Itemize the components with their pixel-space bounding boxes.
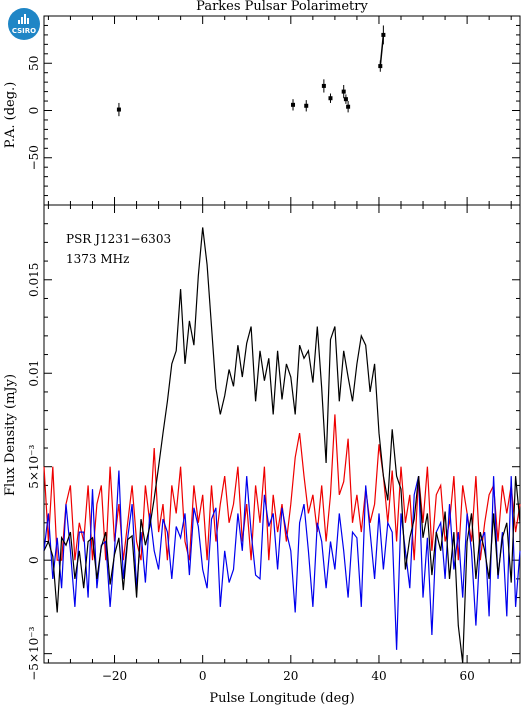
flux-ylabel: Flux Density (mJy) [3,374,18,496]
flux-xtick-label: 40 [371,669,386,683]
pa-point [341,89,346,94]
pa-ytick-label: 50 [27,56,41,71]
flux-ytick-label: 5×10⁻³ [27,444,41,488]
linear-polarization-line [43,414,521,561]
pa-ytick-label: −50 [27,145,41,170]
flux-xtick-label: −20 [102,669,127,683]
pa-points [116,25,386,117]
pa-point [346,104,351,109]
pa-point [291,102,296,107]
logo-bars [18,14,30,24]
flux-panel-frame [43,204,521,664]
logo-text: CSIRO [11,27,37,35]
pa-point [116,107,121,112]
circular-polarization-line [43,470,521,650]
flux-ytick-label: 0.01 [27,360,41,387]
flux-panel: −5×10⁻³ 0 5×10⁻³ 0.01 0.015 −20 0 20 40 60 PSR J1… [3,204,521,706]
pa-panel-frame [43,15,521,206]
pulsar-name: PSR J1231−6303 [66,232,171,246]
flux-xtick-label: 0 [199,669,207,683]
flux-xtick-label: 60 [459,669,474,683]
pa-yticks: −50 0 50 [27,16,520,205]
flux-ytick-label: 0.015 [27,263,41,297]
pa-connect-line [379,34,385,67]
pa-point [321,83,326,88]
flux-xlabel: Pulse Longitude (deg) [209,691,354,706]
flux-ytick-label: −5×10⁻³ [27,626,41,680]
pa-ylabel: P.A. (deg.) [3,82,18,149]
pa-ytick-label: 0 [27,107,41,115]
pa-point [381,32,386,37]
chart-title: Parkes Pulsar Polarimetry [196,0,368,14]
pa-panel: −50 0 50 P.A. (deg.) [3,15,521,206]
frequency-label: 1373 MHz [66,252,129,266]
pa-point [304,103,309,108]
pa-point [328,96,333,101]
csiro-logo-icon: CSIRO [8,8,40,40]
total-intensity-line [43,227,521,664]
flux-xtick-label: 20 [283,669,298,683]
pa-point [343,97,348,102]
pa-point [378,64,383,69]
flux-ytick-label: 0 [27,556,41,564]
flux-ticks: −5×10⁻³ 0 5×10⁻³ 0.01 0.015 −20 0 20 40 60 [27,205,520,683]
